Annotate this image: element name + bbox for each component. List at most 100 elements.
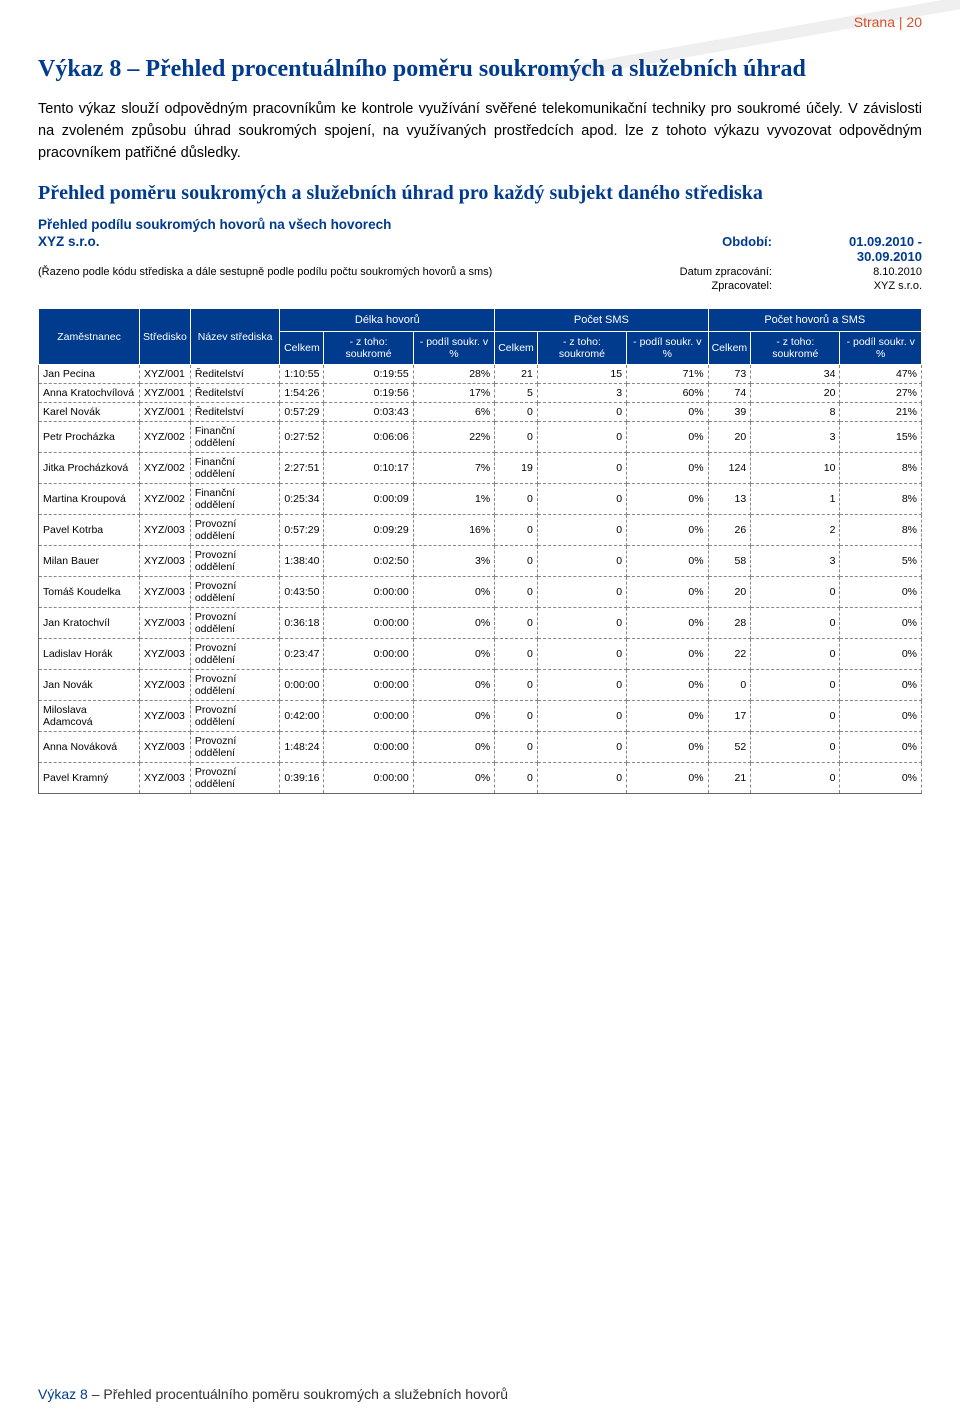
- table-cell: 8: [751, 403, 840, 422]
- table-cell: Tomáš Koudelka: [39, 577, 140, 608]
- table-cell: Jitka Procházková: [39, 453, 140, 484]
- table-cell: Ředitelství: [190, 403, 280, 422]
- table-cell: XYZ/003: [140, 515, 191, 546]
- table-cell: 0%: [840, 732, 922, 763]
- table-cell: 0: [495, 403, 538, 422]
- table-cell: Pavel Kramný: [39, 763, 140, 794]
- col-dur-pct: - podíl soukr. v %: [413, 332, 495, 365]
- table-cell: 27%: [840, 384, 922, 403]
- table-cell: 0: [537, 670, 626, 701]
- table-cell: 74: [708, 384, 751, 403]
- table-cell: 47%: [840, 365, 922, 384]
- table-row: Pavel KramnýXYZ/003Provozní oddělení0:39…: [39, 763, 922, 794]
- section-title: Výkaz 8 – Přehled procentuálního poměru …: [38, 56, 922, 83]
- table-cell: 0: [495, 577, 538, 608]
- table-cell: 0%: [840, 701, 922, 732]
- table-cell: 0%: [627, 608, 709, 639]
- period-value: 01.09.2010 - 30.09.2010: [782, 234, 922, 264]
- table-cell: 0: [537, 403, 626, 422]
- table-cell: 0: [537, 546, 626, 577]
- table-cell: 8%: [840, 453, 922, 484]
- table-cell: 10: [751, 453, 840, 484]
- table-cell: 0:39:16: [280, 763, 324, 794]
- col-center-name: Název střediska: [190, 309, 280, 365]
- table-cell: 0%: [627, 639, 709, 670]
- table-cell: 0: [537, 763, 626, 794]
- table-cell: 0: [495, 608, 538, 639]
- table-cell: 26: [708, 515, 751, 546]
- table-cell: Anna Nováková: [39, 732, 140, 763]
- col-dur-total: Celkem: [280, 332, 324, 365]
- col-dur-private: - z toho: soukromé: [324, 332, 413, 365]
- table-cell: XYZ/003: [140, 608, 191, 639]
- table-cell: 0: [751, 763, 840, 794]
- table-cell: 0%: [627, 577, 709, 608]
- table-cell: 0: [537, 639, 626, 670]
- table-cell: 52: [708, 732, 751, 763]
- table-cell: XYZ/003: [140, 546, 191, 577]
- table-cell: 0%: [627, 546, 709, 577]
- report-company: XYZ s.r.o.: [38, 234, 642, 264]
- table-cell: 5: [495, 384, 538, 403]
- table-cell: 0%: [413, 670, 495, 701]
- table-cell: 0: [537, 422, 626, 453]
- table-cell: 3: [751, 422, 840, 453]
- table-cell: 8%: [840, 515, 922, 546]
- table-cell: 22%: [413, 422, 495, 453]
- table-row: Karel NovákXYZ/001Ředitelství0:57:290:03…: [39, 403, 922, 422]
- table-cell: 0:42:00: [280, 701, 324, 732]
- table-cell: Karel Novák: [39, 403, 140, 422]
- table-row: Anna NovákováXYZ/003Provozní oddělení1:4…: [39, 732, 922, 763]
- table-cell: 0%: [840, 608, 922, 639]
- processor-label: Zpracovatel:: [642, 280, 782, 292]
- table-cell: 16%: [413, 515, 495, 546]
- table-cell: 73: [708, 365, 751, 384]
- table-cell: XYZ/003: [140, 670, 191, 701]
- table-cell: Petr Procházka: [39, 422, 140, 453]
- table-cell: Provozní oddělení: [190, 577, 280, 608]
- table-cell: XYZ/003: [140, 732, 191, 763]
- table-cell: 0%: [413, 763, 495, 794]
- table-cell: 0%: [413, 577, 495, 608]
- table-cell: 0: [751, 608, 840, 639]
- table-cell: 0%: [840, 763, 922, 794]
- processing-date-label: Datum zpracování:: [642, 266, 782, 278]
- table-cell: 0%: [413, 639, 495, 670]
- table-cell: 1:10:55: [280, 365, 324, 384]
- table-cell: 0:00:00: [324, 763, 413, 794]
- table-cell: 0:06:06: [324, 422, 413, 453]
- table-row: Miloslava AdamcováXYZ/003Provozní odděle…: [39, 701, 922, 732]
- table-cell: 71%: [627, 365, 709, 384]
- table-cell: 1:48:24: [280, 732, 324, 763]
- table-cell: 0: [751, 577, 840, 608]
- table-cell: XYZ/003: [140, 701, 191, 732]
- table-cell: 0: [537, 453, 626, 484]
- table-cell: 124: [708, 453, 751, 484]
- table-cell: 0: [495, 670, 538, 701]
- col-sms-pct: - podíl soukr. v %: [627, 332, 709, 365]
- table-cell: 0: [495, 546, 538, 577]
- table-cell: 0: [751, 639, 840, 670]
- table-row: Jitka ProcházkováXYZ/002Finanční oddělen…: [39, 453, 922, 484]
- subsection-title: Přehled poměru soukromých a služebních ú…: [38, 182, 922, 205]
- table-cell: Finanční oddělení: [190, 422, 280, 453]
- table-cell: Ředitelství: [190, 365, 280, 384]
- table-cell: 28%: [413, 365, 495, 384]
- table-cell: Martina Kroupová: [39, 484, 140, 515]
- table-cell: 3: [751, 546, 840, 577]
- table-cell: 15%: [840, 422, 922, 453]
- table-cell: 0%: [413, 732, 495, 763]
- table-cell: 17: [708, 701, 751, 732]
- table-cell: XYZ/001: [140, 384, 191, 403]
- table-row: Jan NovákXYZ/003Provozní oddělení0:00:00…: [39, 670, 922, 701]
- table-cell: 3%: [413, 546, 495, 577]
- table-cell: Provozní oddělení: [190, 732, 280, 763]
- table-row: Pavel KotrbaXYZ/003Provozní oddělení0:57…: [39, 515, 922, 546]
- col-all-private: - z toho: soukromé: [751, 332, 840, 365]
- table-cell: 0:00:00: [324, 639, 413, 670]
- table-cell: XYZ/001: [140, 403, 191, 422]
- table-row: Tomáš KoudelkaXYZ/003Provozní oddělení0:…: [39, 577, 922, 608]
- table-cell: 0%: [627, 701, 709, 732]
- table-cell: 7%: [413, 453, 495, 484]
- table-cell: XYZ/003: [140, 577, 191, 608]
